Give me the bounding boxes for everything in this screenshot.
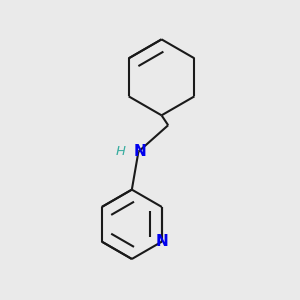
Text: N: N xyxy=(155,234,168,249)
Text: H: H xyxy=(115,145,125,158)
Text: N: N xyxy=(134,144,146,159)
